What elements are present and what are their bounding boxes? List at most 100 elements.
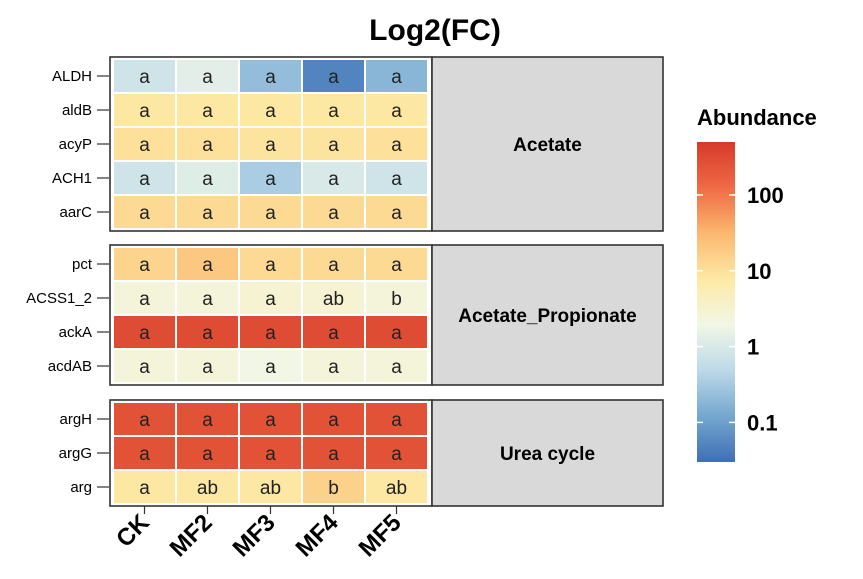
cell-letter: a <box>328 444 339 465</box>
heatmap-cell <box>240 316 301 348</box>
cell-letter: ab <box>386 478 407 499</box>
row-label: aldB <box>62 102 92 119</box>
heatmap-cell <box>114 94 175 126</box>
cell-letter: a <box>391 169 402 190</box>
cell-letter: a <box>391 255 402 276</box>
cell-letter: ab <box>197 478 218 499</box>
legend-tick-label: 100 <box>747 183 784 208</box>
cell-letter: a <box>265 357 276 378</box>
heatmap-cell <box>303 282 364 314</box>
heatmap-cell <box>177 128 238 160</box>
heatmap-cell <box>366 248 427 280</box>
heatmap-cell <box>240 403 301 435</box>
heatmap-cell <box>240 94 301 126</box>
heatmap-cell <box>240 162 301 194</box>
heatmap-cell <box>114 282 175 314</box>
heatmap-cell <box>366 316 427 348</box>
row-label: pct <box>72 256 93 273</box>
cell-letter: a <box>391 67 402 88</box>
heatmap-cell <box>303 162 364 194</box>
cell-letter: a <box>328 67 339 88</box>
cell-letter: a <box>139 289 150 310</box>
cell-letter: a <box>328 255 339 276</box>
cell-letter: a <box>139 410 150 431</box>
cell-letter: a <box>328 323 339 344</box>
row-label: acdAB <box>48 358 92 375</box>
cell-letter: a <box>265 67 276 88</box>
heatmap-cell <box>366 471 427 503</box>
column-label: MF4 <box>291 509 344 562</box>
cell-letter: a <box>328 169 339 190</box>
heatmap-cell <box>366 128 427 160</box>
heatmap-cell <box>303 196 364 228</box>
heatmap-cell <box>366 60 427 92</box>
cell-letter: a <box>139 101 150 122</box>
cell-letter: a <box>202 135 213 156</box>
cell-letter: a <box>202 357 213 378</box>
heatmap-cell <box>114 60 175 92</box>
column-label: MF2 <box>165 509 218 562</box>
heatmap-cell <box>114 316 175 348</box>
cell-letter: a <box>202 67 213 88</box>
heatmap-cell <box>177 471 238 503</box>
row-label: argH <box>59 411 92 428</box>
cell-letter: a <box>391 135 402 156</box>
heatmap-cell <box>303 94 364 126</box>
cell-letter: a <box>265 203 276 224</box>
column-label: MF5 <box>354 509 407 562</box>
cell-letter: a <box>139 323 150 344</box>
legend: Abundance 0.1 1 10 100 <box>697 105 817 462</box>
row-label: arg <box>70 479 92 496</box>
cell-letter: a <box>139 255 150 276</box>
heatmap-cell <box>303 471 364 503</box>
cell-letter: a <box>265 101 276 122</box>
heatmap-cell <box>303 128 364 160</box>
heatmap-cell <box>114 196 175 228</box>
cell-letter: a <box>391 203 402 224</box>
cell-letter: a <box>391 444 402 465</box>
cell-letter: a <box>328 101 339 122</box>
cell-letter: a <box>202 410 213 431</box>
heatmap-cell <box>303 316 364 348</box>
heatmap-cell <box>177 282 238 314</box>
cell-letter: a <box>265 289 276 310</box>
cell-letter: a <box>139 169 150 190</box>
heatmap-cell <box>114 471 175 503</box>
heatmap-cell <box>240 471 301 503</box>
cell-letter: a <box>328 357 339 378</box>
heatmap-cell <box>114 403 175 435</box>
heatmap-cell <box>240 60 301 92</box>
cell-letter: b <box>328 478 339 499</box>
heatmap-cell <box>240 282 301 314</box>
row-label: ACH1 <box>52 170 92 187</box>
row-label: aarC <box>59 204 92 221</box>
cell-letter: a <box>391 357 402 378</box>
legend-tick-label: 1 <box>747 335 759 360</box>
cell-letter: a <box>202 323 213 344</box>
cell-letter: a <box>328 135 339 156</box>
heatmap-cell <box>240 128 301 160</box>
heatmap-cell <box>303 350 364 382</box>
chart-title: Log2(FC) <box>369 14 501 47</box>
facet-label: Urea cycle <box>500 444 595 465</box>
heatmap-cell <box>366 282 427 314</box>
heatmap-cell <box>177 316 238 348</box>
heatmap-cell <box>366 94 427 126</box>
cell-letter: a <box>202 444 213 465</box>
heatmap-cell <box>114 437 175 469</box>
heatmap-cell <box>114 350 175 382</box>
legend-ticks: 0.1 1 10 100 <box>697 183 784 435</box>
cell-letter: a <box>391 410 402 431</box>
cell-letter: ab <box>260 478 281 499</box>
cell-letter: a <box>139 478 150 499</box>
heatmap-cell <box>366 196 427 228</box>
legend-tick-label: 10 <box>747 259 771 284</box>
row-label: ALDH <box>52 68 92 85</box>
heatmap-cell <box>303 248 364 280</box>
cell-letter: a <box>265 410 276 431</box>
cell-letter: a <box>328 410 339 431</box>
heatmap-cell <box>303 60 364 92</box>
column-label: CK <box>111 509 155 553</box>
